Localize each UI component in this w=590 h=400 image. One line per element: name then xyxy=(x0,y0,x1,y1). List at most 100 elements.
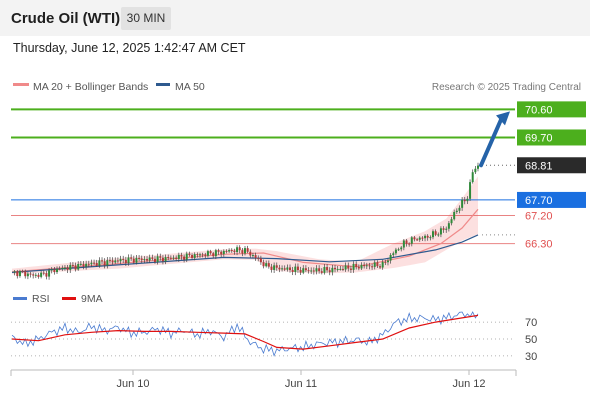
candle-bear xyxy=(408,243,411,245)
candle-bull xyxy=(79,263,82,265)
candle-bear xyxy=(93,262,96,264)
candle-bull xyxy=(386,260,389,263)
candle-bear xyxy=(283,268,286,270)
candle-bull xyxy=(381,261,384,268)
rsi-tick-70: 70 xyxy=(525,317,537,329)
header-bar: Crude Oil (WTI) 30 MIN xyxy=(0,0,590,36)
candle-bear xyxy=(312,270,315,272)
x-tick-label-1: Jun 11 xyxy=(285,378,317,390)
candle-bull xyxy=(402,240,405,248)
candle-bear xyxy=(103,261,106,266)
candle-bear xyxy=(161,257,164,262)
candle-bear xyxy=(299,269,302,273)
candle-bull xyxy=(400,247,403,250)
candle-bull xyxy=(177,254,180,259)
candle-bull xyxy=(77,264,80,270)
candle-bull xyxy=(206,251,209,256)
candle-bear xyxy=(257,257,260,259)
candle-bear xyxy=(416,239,419,241)
candle-bear xyxy=(151,257,154,259)
candle-bull xyxy=(222,250,225,255)
candle-bull xyxy=(198,254,201,256)
candle-bull xyxy=(418,237,421,240)
candle-bull xyxy=(294,266,297,273)
candle-bull xyxy=(56,268,59,273)
candle-bull xyxy=(352,263,355,270)
candle-bull xyxy=(281,268,284,270)
x-axis: Jun 10 Jun 11 Jun 12 xyxy=(10,370,517,390)
candle-bear xyxy=(191,255,194,258)
ma50-legend-label: MA 50 xyxy=(175,81,205,93)
timeframe-button[interactable]: 30 MIN xyxy=(121,7,171,30)
candle-bear xyxy=(296,266,299,270)
candle-bull xyxy=(373,262,376,267)
rsi-line xyxy=(11,311,479,357)
candle-bear xyxy=(212,253,215,257)
candle-bull xyxy=(389,255,392,261)
candle-bear xyxy=(249,251,252,256)
candle-bull xyxy=(392,253,395,256)
candle-bear xyxy=(169,257,172,259)
candle-bull xyxy=(315,268,318,272)
level-label-69.70: 69.70 xyxy=(525,132,553,144)
candle-bull xyxy=(148,257,151,261)
candle-bear xyxy=(111,260,114,263)
candle-bear xyxy=(259,258,262,263)
candle-bull xyxy=(69,264,72,270)
candle-bear xyxy=(463,199,466,202)
candle-bear xyxy=(108,260,111,262)
candle-bear xyxy=(124,259,127,263)
candle-bull xyxy=(466,198,469,202)
candle-bull xyxy=(85,263,88,267)
candle-bull xyxy=(455,210,458,212)
candle-bull xyxy=(431,231,434,238)
candle-bear xyxy=(307,270,310,272)
level-label-66.30: 66.30 xyxy=(525,239,553,251)
candle-bull xyxy=(265,263,268,267)
candle-bull xyxy=(164,257,167,262)
candle-bear xyxy=(183,256,186,260)
level-label-70.60: 70.60 xyxy=(525,104,553,116)
candle-bull xyxy=(63,267,66,269)
candle-bull xyxy=(365,265,368,267)
candle-bear xyxy=(225,250,228,252)
candle-bull xyxy=(236,247,239,252)
candle-bear xyxy=(140,258,143,261)
level-box-68.81 xyxy=(517,157,586,174)
candle-bull xyxy=(244,248,246,254)
forecast-arrow-head xyxy=(496,111,510,126)
candle-bear xyxy=(334,267,337,270)
candle-bear xyxy=(204,254,207,256)
candle-bull xyxy=(18,271,21,277)
candle-bear xyxy=(363,264,366,267)
candle-bull xyxy=(336,268,339,270)
candle-bull xyxy=(450,219,453,224)
candle-bear xyxy=(122,258,125,260)
candle-bull xyxy=(106,260,109,266)
candle-bull xyxy=(445,228,448,230)
chart-datetime: Thursday, June 12, 2025 1:42:47 AM CET xyxy=(13,41,246,55)
ma20-legend-swatch xyxy=(13,83,29,86)
ma50-line xyxy=(11,234,479,273)
rsi-tick-50: 50 xyxy=(525,334,537,346)
candle-bear xyxy=(101,260,104,262)
candle-bear xyxy=(159,256,162,258)
candle-bear xyxy=(262,262,265,267)
candle-bull xyxy=(410,237,413,244)
candle-bear xyxy=(347,265,350,269)
candle-bear xyxy=(426,235,429,238)
candle-bull xyxy=(228,250,231,252)
candle-bear xyxy=(188,253,191,256)
candle-bear xyxy=(376,262,379,267)
candle-bull xyxy=(469,182,472,199)
candle-bear xyxy=(217,250,220,252)
x-tick-label-0: Jun 10 xyxy=(116,378,149,390)
candle-bull xyxy=(344,265,347,270)
candle-bull xyxy=(286,267,289,270)
candle-bear xyxy=(371,266,374,268)
candle-bull xyxy=(360,264,363,269)
candle-bear xyxy=(349,268,352,270)
candle-bull xyxy=(331,267,334,273)
candle-bear xyxy=(238,247,241,251)
ma9-legend-label: 9MA xyxy=(81,293,103,305)
